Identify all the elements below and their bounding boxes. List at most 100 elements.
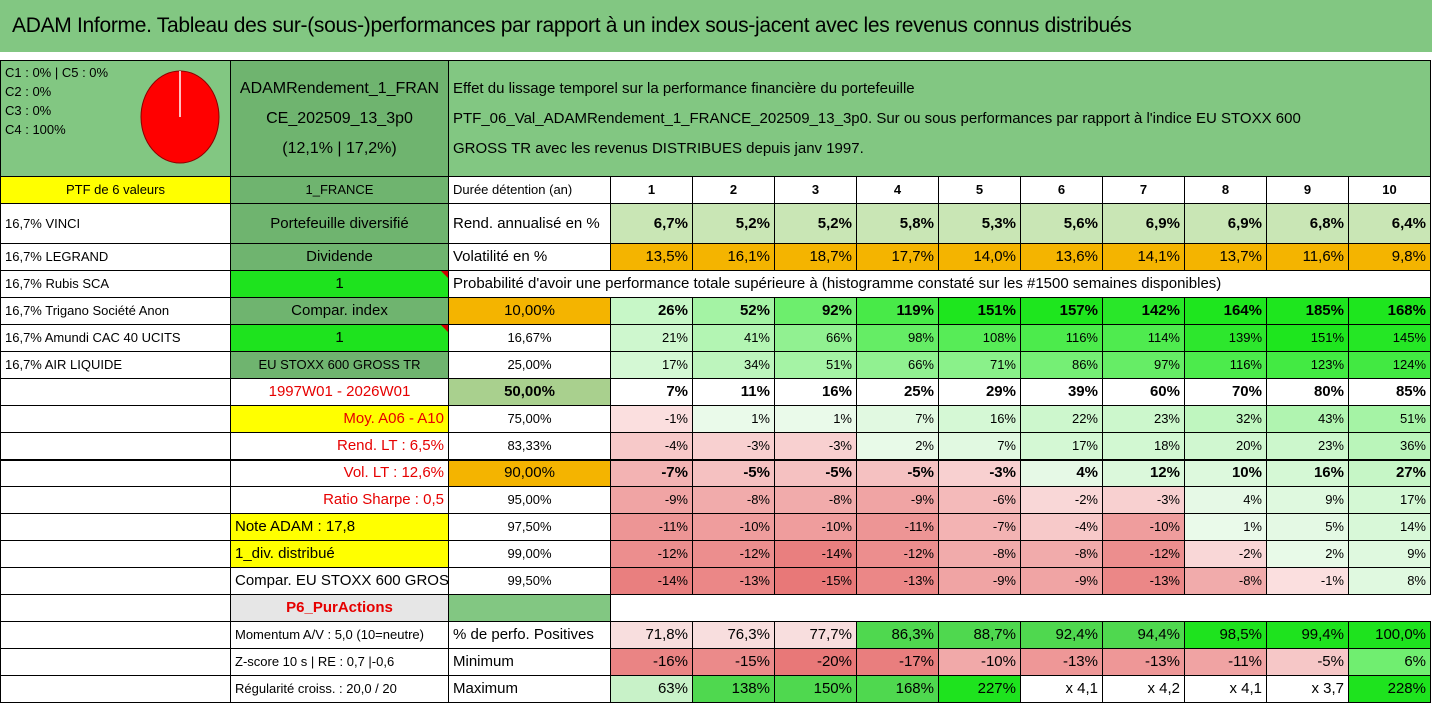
prob-value: 92% [774, 297, 857, 325]
prob-value: 43% [1266, 405, 1349, 433]
prob-value: 16% [774, 378, 857, 406]
prob-value: -13% [692, 567, 775, 595]
maximum-value: 228% [1348, 675, 1431, 703]
prob-value: 1% [1184, 513, 1267, 541]
comp-c4: C4 : 100% [5, 122, 66, 137]
holding [0, 486, 231, 514]
positive-value: 94,4% [1102, 621, 1185, 649]
blank-cell [0, 621, 231, 649]
prob-value: 124% [1348, 351, 1431, 379]
prob-value: -9% [938, 567, 1021, 595]
prob-value: -8% [938, 540, 1021, 568]
maximum-value: x 3,7 [1266, 675, 1349, 703]
vol-value: 17,7% [856, 243, 939, 271]
prob-value: 60% [1102, 378, 1185, 406]
prob-value: -11% [610, 513, 693, 541]
prob-threshold: 83,33% [448, 432, 611, 460]
blank-area [610, 594, 1431, 622]
prob-value: 23% [1266, 432, 1349, 460]
description-line-1: Effet du lissage temporel sur la perform… [453, 79, 915, 97]
prob-value: 108% [938, 324, 1021, 352]
year-header: 1 [610, 176, 693, 204]
prob-title-row: 16,7% Rubis SCA 1 Probabilité d'avoir une … [0, 270, 1431, 298]
positive-value: 92,4% [1020, 621, 1103, 649]
prob-value: 7% [856, 405, 939, 433]
prob-threshold: 90,00% [448, 458, 611, 487]
prob-value: 9% [1266, 486, 1349, 514]
portfolio-name-3: (12,1% | 17,2%) [282, 139, 397, 157]
maximum-value: 138% [692, 675, 775, 703]
prob-row: Moy. A06 - A10 75,00% -1% 1% 1% 7% 16% 22% 23% 32… [0, 405, 1431, 433]
prob-value: 21% [610, 324, 693, 352]
comp-c2: C2 : 0% [5, 84, 52, 99]
zscore-label: Z-score 10 s | RE : 0,7 |-0,6 [230, 648, 449, 676]
maximum-value: x 4,2 [1102, 675, 1185, 703]
prob-value: 41% [692, 324, 775, 352]
blank-cell [0, 648, 231, 676]
prob-value: -7% [610, 458, 693, 487]
holding: 16,7% Trigano Société Anon [0, 297, 231, 325]
rend-value: 5,2% [774, 203, 857, 244]
p6-swatch [448, 594, 611, 622]
prob-row: Vol. LT : 12,6% 90,00% -7% -5% -5% -5% -3% 4% 12… [0, 458, 1431, 487]
prob-value: -10% [692, 513, 775, 541]
prob-value: 123% [1266, 351, 1349, 379]
prob-value: -5% [856, 458, 939, 487]
prob-value: 17% [1020, 432, 1103, 460]
prob-value: 151% [1266, 324, 1349, 352]
prob-value: 2% [1266, 540, 1349, 568]
holding [0, 432, 231, 460]
prob-value: 66% [774, 324, 857, 352]
rend-value: 6,9% [1184, 203, 1267, 244]
prob-value: 97% [1102, 351, 1185, 379]
note-adam: Note ADAM : 17,8 [230, 513, 449, 541]
prob-value: -3% [774, 432, 857, 460]
dividend-value[interactable]: 1 [230, 270, 449, 298]
prob-threshold: 95,00% [448, 486, 611, 514]
prob-value: 25% [856, 378, 939, 406]
prob-value: 116% [1020, 324, 1103, 352]
prob-value: 10% [1184, 458, 1267, 487]
holding [0, 405, 231, 433]
rend-label: Rend. annualisé en % [448, 203, 611, 244]
moy-label: Moy. A06 - A10 [230, 405, 449, 433]
vol-lt: Vol. LT : 12,6% [230, 458, 449, 487]
p6-label: P6_PurActions [230, 594, 449, 622]
rend-value: 6,8% [1266, 203, 1349, 244]
years-header-row: PTF de 6 valeurs 1_FRANCE Durée détention … [0, 176, 1431, 204]
prob-value: 157% [1020, 297, 1103, 325]
ptf-code: 1_FRANCE [230, 176, 449, 204]
year-header: 5 [938, 176, 1021, 204]
prob-row: 1997W01 - 2026W01 50,00% 7% 11% 16% 25% 29% 39%… [0, 378, 1431, 406]
vol-label: Volatilité en % [448, 243, 611, 271]
year-header: 8 [1184, 176, 1267, 204]
minimum-row: Z-score 10 s | RE : 0,7 |-0,6 Minimum -16%… [0, 648, 1431, 676]
dividend-label: Dividende [230, 243, 449, 271]
prob-value: 145% [1348, 324, 1431, 352]
prob-value: 2% [856, 432, 939, 460]
prob-threshold: 10,00% [448, 297, 611, 325]
blank-cell [0, 675, 231, 703]
year-header: 10 [1348, 176, 1431, 204]
prob-value: -12% [610, 540, 693, 568]
prob-value: -9% [610, 486, 693, 514]
prob-value: 16% [938, 405, 1021, 433]
prob-value: 20% [1184, 432, 1267, 460]
prob-value: -10% [1102, 513, 1185, 541]
prob-value: 114% [1102, 324, 1185, 352]
prob-value: -12% [692, 540, 775, 568]
rend-lt: Rend. LT : 6,5% [230, 432, 449, 460]
regularite-label: Régularité croiss. : 20,0 / 20 [230, 675, 449, 703]
prob-value: -9% [1020, 567, 1103, 595]
compar-value[interactable]: 1 [230, 324, 449, 352]
maximum-value: 168% [856, 675, 939, 703]
prob-value: 168% [1348, 297, 1431, 325]
prob-threshold: 25,00% [448, 351, 611, 379]
prob-value: 51% [774, 351, 857, 379]
title-text: ADAM Informe. Tableau des sur-(sous-)per… [12, 14, 1132, 37]
vol-value: 9,8% [1348, 243, 1431, 271]
prob-value: 4% [1184, 486, 1267, 514]
prob-value: -1% [610, 405, 693, 433]
rend-value: 6,7% [610, 203, 693, 244]
prob-value: 7% [938, 432, 1021, 460]
